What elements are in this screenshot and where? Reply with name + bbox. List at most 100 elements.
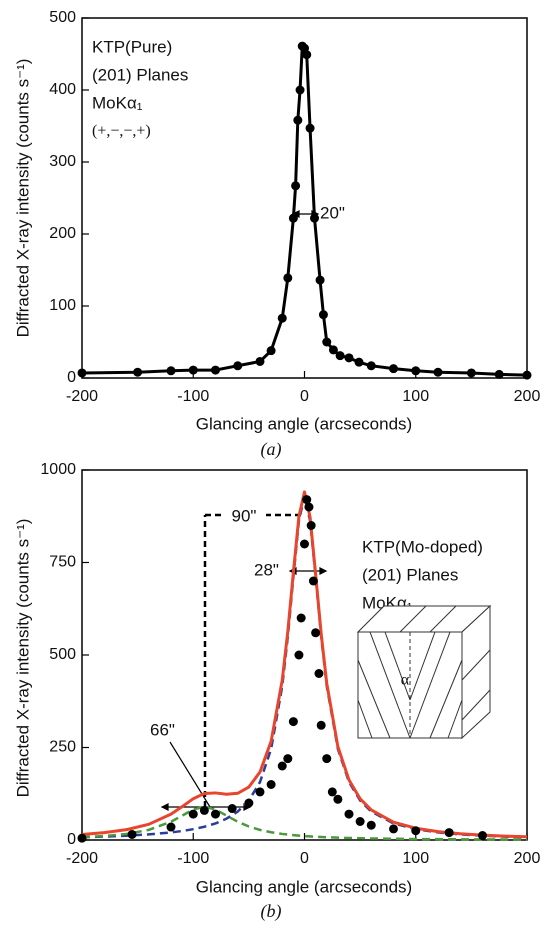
annotation: KTP(Mo-doped) <box>362 537 483 556</box>
data-point <box>305 123 315 133</box>
data-point <box>315 275 325 285</box>
width-arrow <box>288 567 328 575</box>
data-point <box>233 361 243 371</box>
data-point <box>335 351 345 361</box>
fit-line <box>81 490 528 839</box>
fit-line <box>81 805 528 841</box>
y-tick-label: 500 <box>49 646 76 663</box>
data-point <box>308 576 318 586</box>
y-tick-label: 300 <box>49 153 76 170</box>
peak-separation-label: 90" <box>232 506 257 525</box>
data-point <box>255 356 265 366</box>
data-point <box>318 310 328 320</box>
data-point <box>300 539 309 549</box>
label-bg <box>222 506 266 526</box>
x-axis-label: Glancing angle (arcseconds) <box>196 414 412 433</box>
data-point <box>188 365 198 375</box>
y-axis-label: Diffracted X-ray intensity (counts s⁻¹) <box>13 59 32 338</box>
y-tick-label: 750 <box>49 554 76 571</box>
data-point <box>266 780 276 789</box>
data-point <box>294 650 304 660</box>
annotation: KTP(Pure) <box>92 37 172 56</box>
width-label: 28" <box>254 560 279 579</box>
data-point <box>314 669 324 678</box>
data-point <box>302 495 312 505</box>
x-tick-label: -100 <box>177 388 209 405</box>
x-tick-label: -200 <box>66 388 98 405</box>
y-tick-label: 400 <box>49 81 76 98</box>
data-point <box>466 368 476 378</box>
data-point <box>266 346 276 356</box>
y-tick-label: 200 <box>49 225 76 242</box>
annotation: (201) Planes <box>92 65 188 84</box>
x-tick-label: 100 <box>402 850 429 867</box>
data-point <box>296 613 306 623</box>
data-point <box>188 809 198 819</box>
data-point <box>199 805 209 815</box>
data-point <box>77 368 87 378</box>
data-point <box>304 502 314 512</box>
data-point <box>288 213 298 223</box>
x-axis-label: Glancing angle (arcseconds) <box>196 877 412 896</box>
x-tick-label: -100 <box>177 850 209 867</box>
data-point <box>283 754 293 764</box>
y-tick-label: 0 <box>67 369 76 386</box>
data-point <box>293 115 303 125</box>
width-label: 66" <box>150 720 175 739</box>
data-point <box>295 85 305 95</box>
fit-line <box>81 44 528 377</box>
data-point <box>211 809 220 819</box>
annotation: (201) Planes <box>362 565 458 584</box>
data-point <box>306 521 316 530</box>
data-point <box>77 833 87 843</box>
y-tick-label: 100 <box>49 297 76 314</box>
data-point <box>444 828 454 838</box>
y-tick-label: 500 <box>49 9 76 26</box>
data-point <box>244 798 254 808</box>
data-point <box>310 213 320 223</box>
data-point <box>127 829 137 839</box>
width-label: 20" <box>320 203 345 222</box>
data-point <box>133 367 143 377</box>
annotation: MoKα₁ <box>92 93 143 112</box>
data-point <box>333 794 343 804</box>
data-point <box>322 754 332 764</box>
data-point <box>478 831 487 841</box>
data-point <box>366 820 376 830</box>
data-point <box>166 822 176 832</box>
data-point <box>411 826 421 836</box>
data-point <box>522 370 532 380</box>
data-point <box>433 367 443 377</box>
data-point <box>344 353 354 363</box>
data-point <box>211 365 220 375</box>
data-point <box>327 787 337 797</box>
y-axis-label: Diffracted X-ray intensity (counts s⁻¹) <box>13 519 32 798</box>
data-point <box>322 337 332 347</box>
data-point <box>166 366 176 376</box>
bracket <box>203 513 304 807</box>
data-point <box>354 357 364 367</box>
x-tick-label: -200 <box>66 850 98 867</box>
x-tick-label: 200 <box>514 388 541 405</box>
data-point <box>355 817 365 826</box>
data-point <box>328 345 338 355</box>
angle-label: α <box>401 672 410 689</box>
data-point <box>283 273 293 283</box>
data-point <box>277 313 287 323</box>
y-tick-label: 0 <box>67 831 76 848</box>
data-point <box>411 366 421 376</box>
data-point <box>311 628 321 638</box>
data-point <box>366 361 376 371</box>
crystal-inset <box>356 604 492 740</box>
data-point <box>302 50 312 60</box>
data-point <box>316 720 326 730</box>
data-point <box>288 717 298 727</box>
y-tick-label: 1000 <box>40 461 76 478</box>
data-point <box>291 181 301 191</box>
data-point <box>255 787 265 797</box>
annotation: (+,−,−,+) <box>92 123 151 140</box>
caption: (b) <box>261 901 282 922</box>
data-point <box>494 369 504 379</box>
data-point <box>227 804 237 814</box>
